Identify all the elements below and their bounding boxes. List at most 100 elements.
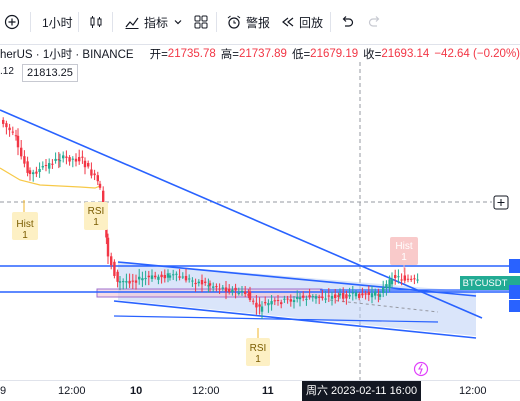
candle-body bbox=[264, 302, 266, 303]
candle-body bbox=[238, 293, 240, 294]
candle-body bbox=[87, 163, 89, 166]
candle-body bbox=[407, 279, 409, 280]
candle-body bbox=[51, 164, 53, 165]
symbol-tag-label: BTCUSDT bbox=[463, 278, 508, 289]
open-value: 21735.78 bbox=[168, 48, 216, 60]
candle-body bbox=[244, 291, 246, 293]
layout-grid-icon bbox=[194, 15, 208, 29]
candle-body bbox=[99, 184, 101, 188]
marker-hist-1[interactable]: Hist 1 bbox=[12, 200, 38, 241]
time-axis[interactable]: 9 12:00 10 12:00 11 12:00 周六 2023-02-11 … bbox=[0, 380, 520, 401]
candle-body bbox=[107, 238, 109, 257]
time-label: 9 bbox=[0, 385, 6, 397]
layout-button[interactable] bbox=[194, 0, 208, 44]
candle-body bbox=[132, 281, 134, 282]
candle-body bbox=[318, 297, 320, 298]
candle-body bbox=[84, 161, 86, 167]
candle-body bbox=[388, 279, 390, 288]
marker-rsi-2[interactable]: RSI 1 bbox=[246, 328, 270, 366]
candle-body bbox=[110, 256, 112, 265]
candle-body bbox=[337, 295, 339, 297]
candle-body bbox=[119, 281, 121, 282]
candle-body bbox=[12, 132, 14, 133]
candle-body bbox=[231, 290, 233, 292]
candle-body bbox=[194, 283, 196, 284]
candle-body bbox=[151, 275, 153, 278]
marker-hist-2[interactable]: Hist 1 bbox=[390, 237, 418, 272]
candle-body bbox=[154, 276, 156, 278]
chart-canvas[interactable]: Hist 1 RSI 1 RSI 1 Hist 1 BTCUSDT bbox=[0, 62, 520, 380]
candle-body bbox=[32, 172, 34, 174]
top-toolbar: 1小时 指标 警报 回放 bbox=[0, 0, 520, 45]
candle-body bbox=[72, 159, 74, 160]
candle-body bbox=[198, 282, 200, 284]
redo-icon bbox=[368, 15, 382, 29]
candle-body bbox=[141, 278, 143, 280]
undo-icon bbox=[340, 15, 354, 29]
candle-body bbox=[358, 294, 360, 298]
candle-body bbox=[209, 283, 211, 285]
candle-body bbox=[175, 274, 177, 275]
candle-body bbox=[355, 292, 357, 296]
candle-body bbox=[258, 304, 260, 306]
candle-body bbox=[144, 278, 146, 279]
time-label: 12:00 bbox=[58, 385, 86, 397]
ohlc-legend: herUS · 1小时 · BINANCE 开=21735.78 高=21737… bbox=[0, 46, 520, 62]
candle-body bbox=[270, 301, 272, 304]
candle-body bbox=[169, 275, 171, 277]
candle-body bbox=[185, 276, 187, 280]
low-value: 21679.19 bbox=[310, 48, 358, 60]
candle-body bbox=[342, 293, 344, 299]
candle-body bbox=[379, 294, 381, 297]
replay-button[interactable]: 回放 bbox=[281, 0, 323, 44]
candle-body bbox=[385, 284, 387, 288]
add-symbol-button[interactable] bbox=[4, 0, 20, 44]
marker-num: 1 bbox=[93, 217, 99, 228]
candle-body bbox=[93, 173, 95, 175]
marker-rsi-1[interactable]: RSI 1 bbox=[84, 202, 108, 230]
interval-button[interactable]: 1小时 bbox=[42, 0, 73, 44]
candle-body bbox=[293, 300, 295, 302]
candle-body bbox=[201, 280, 203, 284]
high-label: 高= bbox=[221, 46, 239, 62]
time-label: 12:00 bbox=[459, 385, 487, 397]
candle-body bbox=[280, 302, 282, 304]
candle-body bbox=[321, 297, 323, 298]
candle-body bbox=[160, 275, 162, 277]
indicators-icon bbox=[124, 14, 140, 30]
indicators-label: 指标 bbox=[144, 14, 168, 31]
candle-body bbox=[397, 276, 399, 277]
symbol-title[interactable]: herUS · 1小时 · BINANCE bbox=[0, 46, 134, 62]
alerts-button[interactable]: 警报 bbox=[226, 0, 270, 44]
redo-button[interactable] bbox=[368, 0, 382, 44]
candle-body bbox=[138, 277, 140, 280]
candle-body bbox=[308, 295, 310, 297]
candle-body bbox=[135, 280, 137, 282]
price-tag-blue-3 bbox=[509, 300, 520, 312]
candle-body bbox=[75, 159, 77, 162]
candle-body bbox=[54, 159, 56, 161]
candle-body bbox=[113, 262, 115, 276]
candle-body bbox=[302, 296, 304, 298]
candle-body bbox=[234, 288, 236, 291]
candle-body bbox=[290, 299, 292, 301]
candle-body bbox=[35, 172, 37, 174]
candle-body bbox=[42, 166, 44, 167]
marker-title: Hist bbox=[395, 241, 412, 252]
marker-num: 1 bbox=[401, 252, 407, 263]
candle-body bbox=[215, 286, 217, 287]
candle-body bbox=[225, 287, 227, 291]
candle-body bbox=[26, 161, 28, 173]
close-value: 21693.14 bbox=[381, 48, 429, 60]
candle-body bbox=[252, 301, 254, 302]
candle-body bbox=[283, 299, 285, 300]
undo-button[interactable] bbox=[340, 0, 354, 44]
indicators-button[interactable]: 指标 bbox=[124, 0, 168, 44]
time-label: 10 bbox=[130, 385, 142, 397]
open-label: 开= bbox=[150, 46, 168, 62]
candle-body bbox=[68, 157, 70, 161]
chart-type-button[interactable] bbox=[88, 0, 104, 44]
indicators-dropdown[interactable] bbox=[173, 0, 183, 44]
candle-body bbox=[404, 275, 406, 280]
candle-body bbox=[172, 274, 174, 275]
